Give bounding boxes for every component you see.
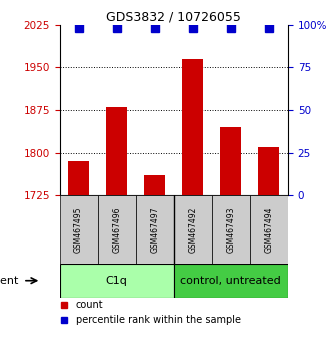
Text: control, untreated: control, untreated (180, 276, 281, 286)
Text: GSM467496: GSM467496 (112, 206, 121, 253)
Bar (250, 195, 288, 264)
Bar (220, 127, 241, 195)
Text: GSM467493: GSM467493 (226, 206, 235, 253)
Bar (182, 59, 203, 195)
Text: GSM467492: GSM467492 (188, 206, 197, 253)
Bar (259, 147, 279, 195)
Text: GSM467494: GSM467494 (264, 206, 273, 253)
Bar (144, 176, 165, 195)
Text: GSM467497: GSM467497 (150, 206, 159, 253)
Text: percentile rank within the sample: percentile rank within the sample (75, 315, 241, 325)
Bar (106, 107, 127, 195)
Bar (60, 195, 98, 264)
Bar (98, 195, 136, 264)
Bar (174, 264, 288, 298)
Text: GSM467495: GSM467495 (74, 206, 83, 253)
Title: GDS3832 / 10726055: GDS3832 / 10726055 (106, 11, 241, 24)
Bar (212, 195, 250, 264)
Bar (174, 195, 212, 264)
Bar (60, 264, 174, 298)
Text: agent: agent (0, 276, 19, 286)
Text: C1q: C1q (106, 276, 128, 286)
Bar (136, 195, 174, 264)
Text: count: count (75, 300, 103, 310)
Bar (68, 161, 89, 195)
